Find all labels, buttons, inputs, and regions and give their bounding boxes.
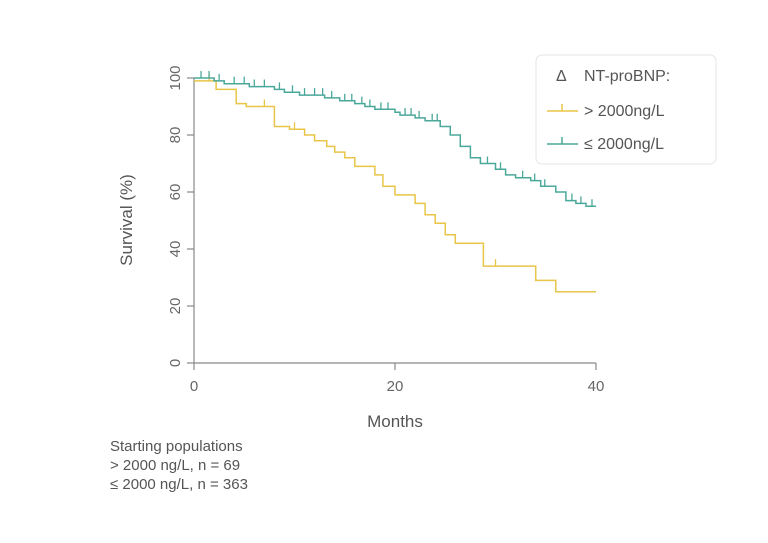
y-tick-label-40: 40 bbox=[167, 241, 184, 258]
y-tick-label-80: 80 bbox=[167, 127, 184, 144]
series-line-1 bbox=[194, 77, 596, 208]
y-tick-label-100: 100 bbox=[167, 65, 184, 90]
notes-heading: Starting populations bbox=[110, 438, 243, 455]
legend: Δ NT-proBNP: > 2000ng/L ≤ 2000ng/L bbox=[535, 54, 717, 165]
series-line-0 bbox=[194, 80, 596, 293]
plot-area: 0 20 40 60 80 100 0 20 40 bbox=[167, 65, 604, 395]
y-tick-label-0: 0 bbox=[167, 359, 184, 367]
y-tick-label-60: 60 bbox=[167, 184, 184, 201]
legend-title: NT-proBNP: bbox=[584, 68, 670, 85]
y-axis-title: Survival (%) bbox=[117, 174, 136, 266]
notes-line-high: > 2000 ng/L, n = 69 bbox=[110, 457, 241, 474]
series-layer bbox=[194, 71, 596, 293]
starting-populations: Starting populations > 2000 ng/L, n = 69… bbox=[110, 437, 248, 494]
legend-entry-high: > 2000ng/L bbox=[547, 103, 665, 120]
legend-title-symbol: Δ bbox=[556, 68, 567, 85]
legend-label-high: > 2000ng/L bbox=[584, 103, 665, 120]
x-tick-label-40: 40 bbox=[588, 378, 605, 395]
legend-box bbox=[535, 54, 717, 165]
x-tick-label-20: 20 bbox=[387, 378, 404, 395]
x-tick-label-0: 0 bbox=[190, 378, 198, 395]
x-ticks: 0 20 40 bbox=[190, 363, 605, 395]
y-ticks: 0 20 40 60 80 100 bbox=[167, 65, 194, 367]
x-axis-title: Months bbox=[367, 412, 423, 431]
legend-entry-low: ≤ 2000ng/L bbox=[547, 136, 664, 153]
legend-label-low: ≤ 2000ng/L bbox=[584, 136, 664, 153]
y-tick-label-20: 20 bbox=[167, 298, 184, 315]
notes-line-low: ≤ 2000 ng/L, n = 363 bbox=[110, 476, 248, 493]
